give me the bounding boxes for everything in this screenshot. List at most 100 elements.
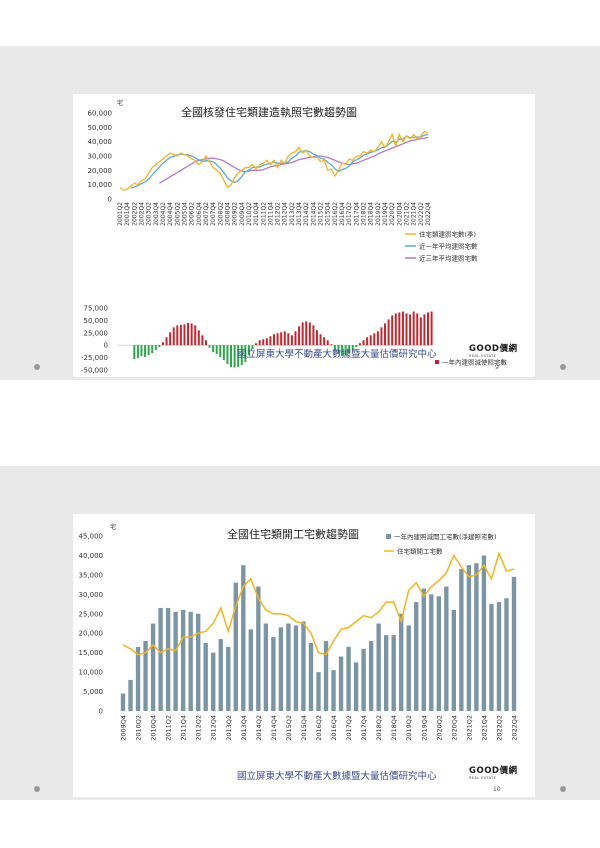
net-permit-bar	[172, 327, 175, 346]
page-number: 10	[493, 786, 501, 793]
x-tick-label: 2012Q4	[282, 202, 289, 226]
net-permit-bar	[301, 322, 304, 346]
bar-y-tick-label: 25,000	[84, 329, 109, 337]
legend-label: 近一年平均建照宅數	[419, 242, 478, 251]
x-tick-label: 2011Q2	[165, 715, 173, 741]
x-tick-label: 2002Q2	[131, 202, 138, 226]
housing-start-line	[122, 551, 515, 656]
net-permit-bar	[230, 345, 233, 368]
net-permit-bar	[144, 345, 147, 358]
footer-institution: 國立屏東大學不動產大數據暨大量估價研究中心	[237, 349, 437, 360]
x-tick-label: 2005Q4	[181, 202, 188, 226]
net-permit-bar	[233, 582, 238, 711]
x-tick-label: 2014Q4	[310, 202, 317, 226]
net-permit-bar	[173, 611, 178, 711]
x-tick-label: 2011Q4	[180, 715, 188, 741]
net-permit-bar	[240, 345, 243, 366]
net-permit-bar	[128, 679, 133, 711]
x-tick-label: 2020Q4	[450, 715, 458, 741]
legend-label: 住宅類建照宅數(季)	[419, 230, 476, 239]
y-tick-label: 40,000	[88, 138, 113, 146]
y-tick-label: 25,000	[79, 610, 104, 618]
net-permit-bar	[444, 586, 449, 711]
net-permit-bar	[427, 312, 429, 346]
net-permit-bar	[511, 576, 517, 711]
net-permit-bar	[269, 336, 272, 346]
net-permit-bar	[294, 331, 297, 346]
x-tick-label: 2011Q2	[260, 202, 267, 226]
net-permit-bar	[331, 670, 336, 711]
x-tick-label: 2001Q2	[117, 202, 124, 226]
net-permit-bar	[391, 315, 394, 346]
net-permit-bar	[366, 337, 369, 346]
net-permit-bar	[474, 563, 479, 711]
net-permit-bar	[204, 340, 207, 346]
net-permit-bar	[330, 344, 333, 346]
net-permit-bar	[323, 641, 329, 711]
net-permit-bar	[256, 586, 261, 711]
x-tick-label: 2010Q2	[135, 715, 143, 741]
x-tick-label: 2001Q4	[124, 202, 131, 226]
net-permit-bar	[255, 343, 258, 346]
y-tick-label: 10,000	[79, 669, 104, 677]
net-permit-bar	[180, 609, 186, 711]
x-tick-label: 2021Q4	[480, 715, 488, 741]
net-permit-bar	[188, 611, 193, 711]
unit-label: 宅	[110, 523, 116, 531]
x-tick-label: 2012Q2	[275, 202, 282, 226]
x-tick-label: 2017Q2	[345, 715, 353, 741]
x-tick-label: 2021Q2	[404, 202, 411, 226]
y-tick-label: 20,000	[88, 167, 113, 175]
bar-legend-swatch	[435, 360, 439, 364]
y-tick-label: 40,000	[79, 552, 104, 560]
net-permit-bar	[376, 331, 379, 346]
net-permit-bar	[248, 629, 254, 711]
building-permit-chart: 全國核發住宅類建造執照宅數趨勢圖 宅 0 10,000 20,000 30,000 40,0…	[81, 99, 508, 375]
net-permit-bar	[405, 313, 408, 346]
net-permit-bar	[165, 607, 171, 711]
y-tick-label: 60,000	[88, 110, 113, 118]
net-permit-bar	[466, 565, 472, 711]
x-tick-label: 2012Q4	[210, 715, 218, 741]
net-permit-bar	[143, 641, 148, 711]
x-tick-label: 2010Q4	[253, 202, 260, 226]
x-tick-label: 2021Q2	[465, 715, 473, 741]
net-permit-bar	[421, 588, 426, 711]
y-tick-label: 5,000	[83, 688, 103, 696]
net-permit-bar	[362, 340, 365, 346]
net-permit-bar	[351, 345, 354, 351]
net-permit-bar	[251, 345, 254, 350]
x-tick-label: 2019Q2	[375, 202, 382, 226]
slide-left-dot	[34, 364, 40, 370]
net-permit-bar	[298, 326, 301, 346]
net-permit-bar	[376, 623, 381, 711]
net-permit-bar	[233, 345, 236, 368]
net-permit-bar	[237, 345, 240, 368]
net-permit-bar	[169, 332, 172, 346]
net-permit-bar	[203, 642, 208, 711]
x-tick-label: 2007Q4	[210, 202, 217, 226]
net-permit-bar	[218, 639, 223, 711]
x-tick-label: 2009Q4	[120, 715, 128, 741]
net-permit-bar	[348, 345, 351, 354]
x-tick-label: 2020Q2	[389, 202, 396, 226]
x-tick-label: 2004Q4	[167, 202, 174, 226]
net-permit-bar	[416, 313, 419, 346]
net-permit-bar	[361, 648, 366, 711]
net-permit-bar	[341, 345, 344, 357]
x-tick-label: 2004Q2	[160, 202, 167, 226]
x-tick-label: 2009Q2	[232, 202, 239, 226]
net-permit-bar	[283, 331, 286, 346]
net-permit-bar	[305, 321, 308, 346]
net-permit-bar	[430, 311, 433, 346]
net-permit-bar	[287, 333, 290, 346]
x-tick-label: 2018Q4	[368, 202, 375, 226]
logo-subtext: REAL ESTATE	[469, 354, 497, 358]
net-permit-bar	[150, 623, 156, 711]
x-tick-label: 2021Q4	[411, 202, 418, 226]
legend-swatch-bar	[386, 534, 391, 539]
net-permit-bar	[406, 625, 411, 711]
net-permit-bar	[290, 335, 293, 346]
bar-legend-label: 一年內建照減使照宅數	[442, 358, 508, 367]
y-tick-label: 20,000	[79, 630, 104, 638]
